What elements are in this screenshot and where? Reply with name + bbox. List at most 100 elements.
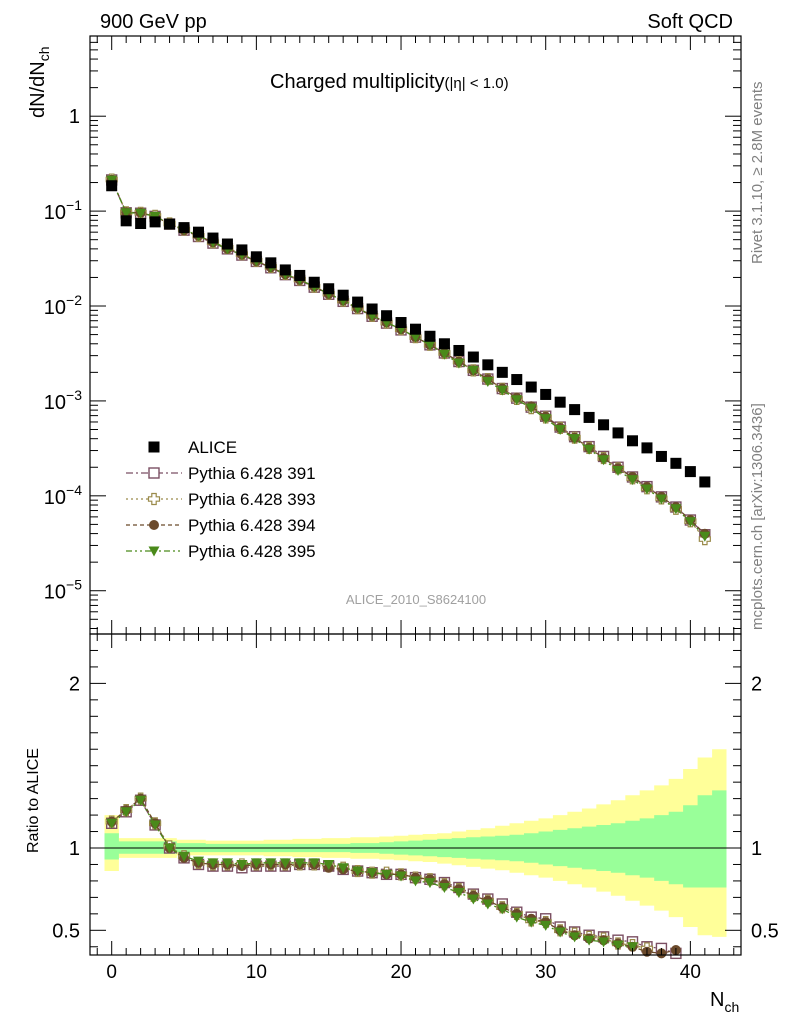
top-series-point (120, 208, 132, 219)
top-y-tick-label: 10−3 (44, 387, 82, 414)
alice-point (352, 296, 364, 308)
ratio-series-line (111, 799, 677, 955)
alice-point (221, 238, 233, 250)
alice-point (294, 269, 306, 281)
x-tick-label: 30 (535, 962, 556, 983)
top-series-point (684, 517, 696, 528)
ratio-series-point (496, 904, 508, 915)
ratio-y-tick-label-left: 2 (69, 673, 80, 695)
top-y-tick-exponent: −3 (66, 387, 82, 403)
rivet-version-label: Rivet 3.1.10, ≥ 2.8M events (749, 82, 766, 265)
ratio-series-point (438, 883, 450, 894)
top-series-point (424, 340, 436, 351)
legend-label: ALICE (188, 438, 237, 457)
ratio-series-line (111, 797, 677, 955)
top-series-point (438, 349, 450, 360)
ratio-series-point (525, 917, 537, 928)
ratio-series-point (308, 858, 320, 869)
alice-point (149, 216, 161, 228)
top-series-point (699, 531, 711, 542)
x-tick-label: 40 (680, 962, 701, 983)
alice-point (641, 442, 653, 454)
ratio-series-point (193, 856, 204, 867)
alice-point (395, 317, 407, 329)
legend-label: Pythia 6.428 393 (188, 490, 316, 509)
ratio-series-point (265, 858, 277, 869)
x-axis-label: Nch (710, 989, 739, 1015)
top-y-axis-label: dN/dNch (27, 47, 52, 119)
header-process-label: Soft QCD (647, 11, 733, 33)
alice-point (323, 283, 335, 295)
legend-label: Pythia 6.428 394 (188, 516, 316, 535)
top-series-point (410, 332, 421, 343)
legend-marker (148, 546, 160, 557)
top-y-tick-label: 1 (69, 106, 80, 128)
top-series-line (111, 179, 706, 537)
ratio-series-point (352, 866, 364, 877)
ratio-series-point (221, 858, 233, 869)
ratio-series-point (482, 899, 494, 910)
top-y-tick-base: 10 (44, 487, 66, 509)
axis-ticks (90, 35, 741, 955)
ratio-y-tick-label-right: 2 (751, 673, 762, 695)
top-y-tick-exponent: −1 (66, 197, 82, 213)
inner-uncertainty-band (104, 790, 727, 888)
legend-entry: Pythia 6.428 395 (126, 542, 316, 561)
alice-point (337, 289, 349, 301)
top-y-tick-base: 10 (44, 202, 66, 224)
alice-point (612, 427, 624, 439)
legend-marker (148, 467, 160, 479)
top-series-point (655, 494, 667, 505)
alice-point (250, 251, 262, 263)
alice-point (193, 226, 204, 238)
top-series-point (496, 385, 508, 396)
top-y-tick-base: 10 (44, 582, 66, 604)
top-y-tick-base: 10 (44, 297, 66, 319)
alice-point (670, 457, 682, 469)
top-y-tick-label: 10−2 (44, 292, 82, 319)
top-series-point (612, 465, 624, 476)
top-y-tick-label: 10−5 (44, 577, 82, 604)
top-series-point (135, 208, 147, 219)
ratio-series-point (323, 859, 335, 870)
plot-title-sub: (|η| < 1.0) (445, 75, 509, 92)
top-series-point (525, 403, 537, 414)
ratio-series-point (569, 932, 581, 943)
alice-point (424, 330, 436, 342)
alice-point (366, 303, 378, 315)
top-series-point (598, 455, 610, 466)
alice-point (583, 411, 595, 423)
x-tick-label: 10 (246, 962, 267, 983)
top-y-tick-label: 10−1 (44, 197, 82, 224)
alice-point (511, 374, 523, 386)
alice-point (381, 310, 393, 322)
alice-point (569, 404, 581, 416)
ratio-series-point (236, 859, 248, 870)
top-y-tick-base: 10 (44, 392, 66, 414)
top-series-point (511, 395, 523, 406)
ratio-panel-series (105, 792, 682, 960)
alice-point (684, 466, 696, 478)
plot-title: Charged multiplicity(|η| < 1.0) (270, 71, 509, 93)
top-series-point (482, 377, 494, 388)
ratio-series-point (279, 858, 291, 869)
legend-marker (148, 441, 160, 453)
ratio-series-point (627, 942, 638, 953)
legend-marker (149, 520, 159, 530)
ratio-series-point (250, 858, 262, 869)
legend-entry: Pythia 6.428 394 (126, 516, 316, 535)
ratio-series-point (149, 820, 161, 831)
top-series-point (467, 365, 479, 376)
alice-point (279, 264, 291, 276)
ratio-series-point (598, 937, 610, 948)
alice-point (438, 338, 450, 350)
top-y-tick-exponent: −5 (66, 577, 82, 593)
alice-point (236, 244, 248, 256)
alice-point (106, 180, 118, 192)
ratio-y-axis-label: Ratio to ALICE (25, 748, 42, 853)
ratio-y-tick-label-right: 1 (751, 838, 762, 860)
ratio-series-point (381, 869, 393, 880)
top-series-point (540, 414, 552, 425)
